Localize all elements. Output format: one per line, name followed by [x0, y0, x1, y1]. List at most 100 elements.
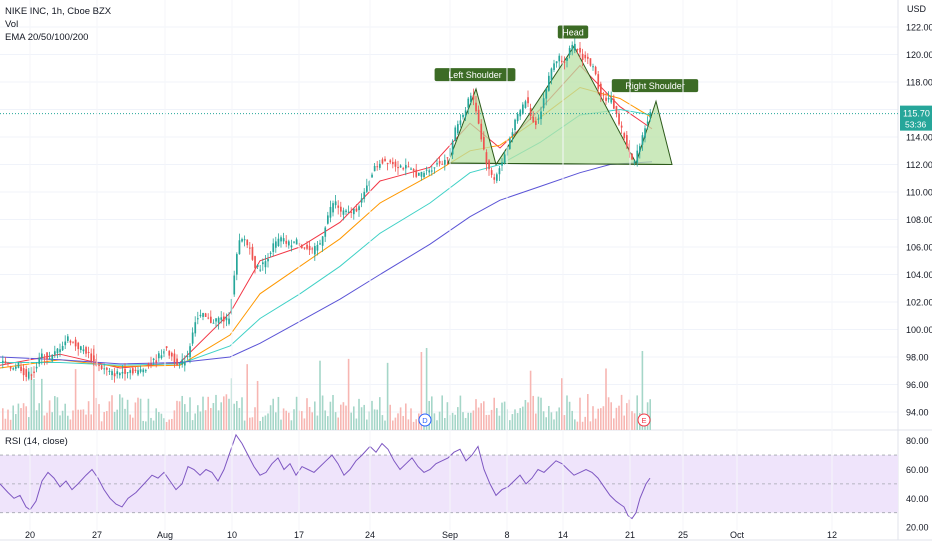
volume-bar — [113, 411, 116, 430]
volume-bar — [527, 402, 529, 430]
event-marker[interactable] — [418, 413, 432, 427]
volume-bar — [43, 415, 46, 430]
candle-body — [402, 168, 405, 170]
candle-body — [607, 97, 610, 100]
candle-body — [410, 168, 412, 170]
volume-bar — [314, 401, 316, 430]
candle-body — [98, 365, 100, 367]
candle-body — [288, 241, 290, 246]
last-price-tag[interactable] — [900, 105, 932, 131]
volume-bar — [568, 401, 571, 430]
volume-bar — [420, 351, 423, 430]
candle-body — [644, 128, 646, 138]
volume-bar — [194, 413, 196, 430]
candle-body — [397, 166, 399, 169]
candle-body — [41, 353, 43, 358]
candle-body — [43, 358, 46, 360]
candle-body — [415, 169, 418, 177]
volume-bar — [397, 413, 399, 430]
price-tick-label: 108.00 — [906, 215, 932, 225]
volume-bar — [217, 410, 220, 430]
pattern-label[interactable]: Head — [562, 28, 584, 38]
rsi-legend[interactable]: RSI (14, close) — [5, 436, 68, 447]
candle-body — [446, 157, 449, 159]
head-shoulders-pattern[interactable] — [447, 45, 673, 166]
symbol-title[interactable]: NIKE INC, 1h, Cboe BZX — [5, 6, 112, 17]
candle-body — [212, 322, 215, 324]
volume-bar — [597, 408, 599, 430]
candle-body — [191, 332, 194, 344]
volume-bar — [540, 397, 542, 430]
volume-bar — [132, 417, 134, 430]
ema-line[interactable] — [0, 161, 653, 365]
volume-bar — [472, 410, 475, 430]
candle-body — [649, 112, 652, 118]
volume-bar — [386, 362, 389, 430]
candle-body — [155, 360, 158, 363]
volume-bar — [610, 402, 612, 430]
pattern-label[interactable]: Left Shoulder — [448, 70, 502, 80]
volume-bar — [145, 421, 147, 430]
candle-body — [613, 98, 615, 109]
candle-body — [303, 247, 306, 249]
volume-bar — [311, 412, 313, 430]
currency-label: USD — [907, 4, 927, 14]
volume-bar — [519, 408, 521, 430]
volume-bar — [592, 406, 594, 430]
volume-bar — [7, 409, 9, 430]
candle-body — [280, 237, 282, 242]
volume-bar — [431, 396, 433, 430]
candle-body — [20, 366, 22, 371]
ema-label[interactable]: EMA 20/50/100/200 — [5, 32, 89, 43]
volume-bar — [550, 412, 553, 430]
candle-body — [17, 362, 20, 368]
volume-bar — [532, 395, 534, 430]
volume-bar — [67, 415, 69, 430]
volume-bar — [243, 420, 246, 430]
candle-body — [337, 205, 340, 208]
candle-body — [594, 66, 597, 75]
candle-body — [223, 316, 225, 322]
volume-bar — [563, 415, 566, 430]
candle-body — [134, 369, 137, 372]
volume-bar — [477, 407, 480, 430]
rsi-tick-label: 40.00 — [906, 494, 929, 504]
volume-bar — [256, 380, 259, 430]
volume-bar — [392, 420, 394, 430]
candle-body — [38, 357, 41, 365]
time-tick-label: 14 — [558, 530, 568, 540]
event-marker-label: D — [422, 416, 428, 425]
volume-bar — [605, 368, 607, 430]
volume-label[interactable]: Vol — [5, 19, 19, 30]
candle-body — [295, 239, 298, 245]
candle-body — [51, 354, 54, 362]
price-tick-label: 102.00 — [906, 298, 932, 308]
candle-body — [56, 348, 59, 354]
volume-bar — [178, 401, 181, 430]
rsi-tick-label: 60.00 — [906, 465, 929, 475]
volume-bar — [457, 407, 459, 430]
candle-body — [550, 68, 553, 80]
pattern-label[interactable]: Right Shoulder — [625, 81, 685, 91]
candle-body — [389, 160, 392, 163]
candle-body — [285, 240, 288, 244]
candle-body — [571, 44, 574, 50]
candle-body — [472, 95, 475, 100]
volume-bar — [366, 419, 368, 430]
volume-bar — [329, 401, 332, 430]
volume-bar — [64, 403, 66, 430]
event-marker[interactable] — [637, 413, 651, 427]
candle-body — [558, 55, 561, 62]
volume-bar — [412, 421, 415, 430]
candle-body — [30, 374, 33, 376]
volume-bar — [293, 409, 295, 430]
candle-body — [618, 113, 620, 125]
candle-body — [467, 98, 470, 108]
candle-body — [633, 160, 636, 163]
candle-body — [241, 239, 243, 242]
rsi-line[interactable] — [0, 433, 651, 520]
candle-body — [639, 146, 641, 152]
candle-body — [511, 132, 514, 136]
volume-bar — [77, 409, 79, 430]
